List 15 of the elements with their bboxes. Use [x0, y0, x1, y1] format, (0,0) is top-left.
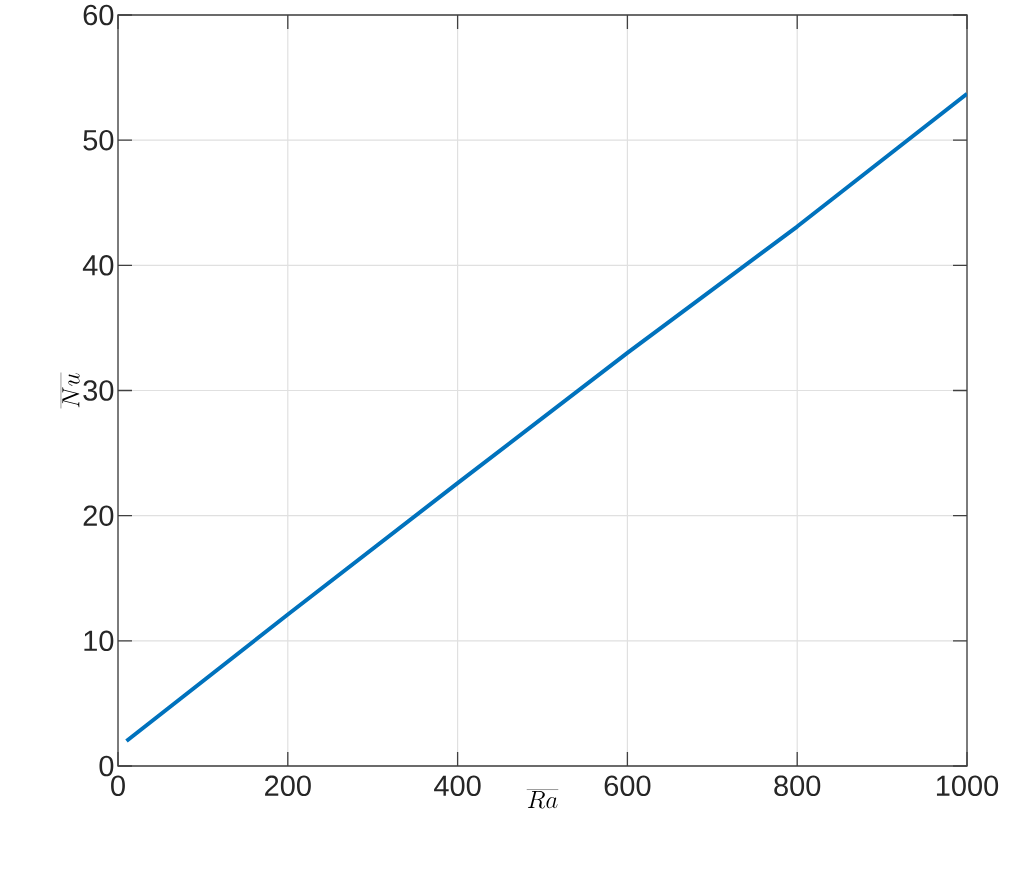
y-tick-label: 0 [99, 755, 114, 777]
x-tick-label: 800 [774, 775, 821, 797]
y-tick-label: 20 [83, 505, 114, 526]
line-series [124, 91, 968, 743]
x-axis-title: $\overline{Ra}$ [526, 789, 559, 809]
y-tick-label: 10 [84, 630, 114, 652]
x-tick-label: 200 [265, 775, 311, 797]
y-tick-label: 50 [83, 129, 114, 151]
y-axis-title: $\overline{Nu}$ [60, 372, 80, 409]
x-tick-label: 400 [434, 775, 481, 797]
y-tick-label: 30 [83, 380, 114, 401]
y-tick-label: 40 [82, 255, 114, 276]
x-tick-label: 600 [604, 775, 651, 797]
y-tick-label: 60 [83, 4, 114, 26]
x-tick-label: 1000 [936, 775, 999, 797]
